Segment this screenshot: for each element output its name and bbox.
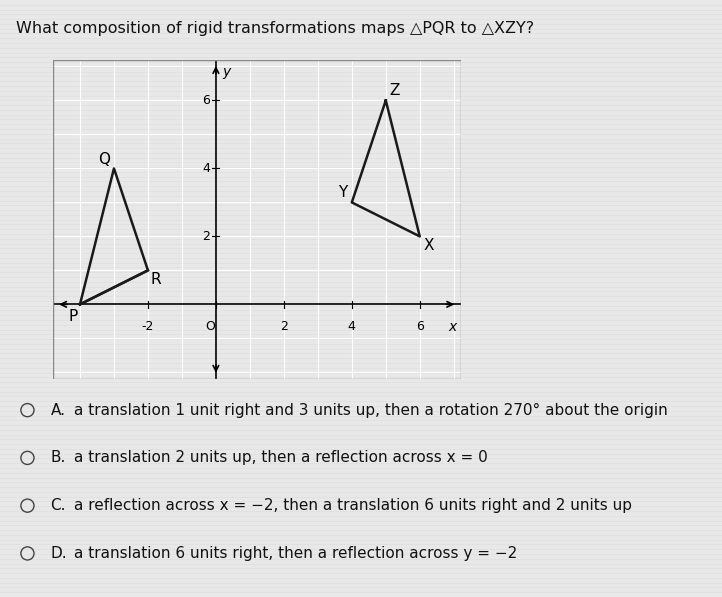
Text: Q: Q <box>98 152 110 167</box>
Text: a translation 6 units right, then a reflection across y = −2: a translation 6 units right, then a refl… <box>74 546 518 561</box>
Text: x: x <box>448 319 456 334</box>
Text: R: R <box>151 272 161 287</box>
Text: 2: 2 <box>202 230 210 243</box>
Text: X: X <box>424 238 435 253</box>
Text: 6: 6 <box>202 94 210 107</box>
Text: a reflection across x = −2, then a translation 6 units right and 2 units up: a reflection across x = −2, then a trans… <box>74 498 632 513</box>
Text: P: P <box>68 309 77 324</box>
Text: a translation 1 unit right and 3 units up, then a rotation 270° about the origin: a translation 1 unit right and 3 units u… <box>74 402 668 418</box>
Text: Y: Y <box>339 184 348 199</box>
Text: a translation 2 units up, then a reflection across x = 0: a translation 2 units up, then a reflect… <box>74 450 488 466</box>
Text: y: y <box>222 65 230 79</box>
Text: D.: D. <box>51 546 67 561</box>
Text: A.: A. <box>51 402 66 418</box>
Text: -2: -2 <box>142 319 154 333</box>
Text: 4: 4 <box>348 319 356 333</box>
Text: 6: 6 <box>416 319 424 333</box>
Text: O: O <box>205 319 214 333</box>
Text: Z: Z <box>389 83 399 98</box>
Text: 4: 4 <box>202 162 210 175</box>
Text: What composition of rigid transformations maps △PQR to △XZY?: What composition of rigid transformation… <box>16 21 534 36</box>
Text: 2: 2 <box>280 319 288 333</box>
Text: C.: C. <box>51 498 66 513</box>
Text: B.: B. <box>51 450 66 466</box>
